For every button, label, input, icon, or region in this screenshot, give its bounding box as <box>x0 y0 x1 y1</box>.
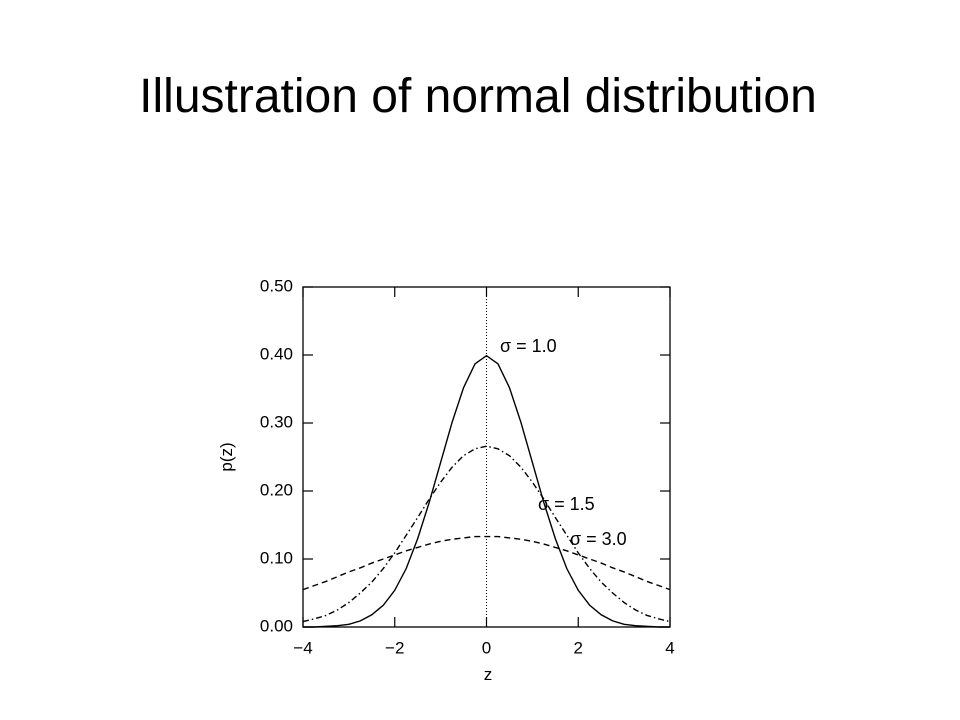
series-line <box>303 354 670 628</box>
y-tick-label: 0.20 <box>260 480 293 499</box>
y-tick-label: 0.40 <box>260 344 293 363</box>
x-tick-label: −4 <box>293 638 312 657</box>
x-tick-label: 4 <box>665 638 674 657</box>
x-tick-label: 0 <box>482 638 491 657</box>
series-line <box>302 535 671 591</box>
y-tick-label: 0.00 <box>260 616 293 635</box>
series-label: σ = 1.0 <box>500 336 557 356</box>
x-axis-label: z <box>484 665 493 684</box>
series-label: σ = 1.5 <box>538 494 595 514</box>
x-tick-label: 2 <box>574 638 583 657</box>
x-tick-label: −2 <box>385 638 404 657</box>
y-tick-label: 0.50 <box>260 276 293 295</box>
y-tick-label: 0.30 <box>260 412 293 431</box>
y-tick-label: 0.10 <box>260 548 293 567</box>
series-line <box>302 445 671 623</box>
slide-title: Illustration of normal distribution <box>139 70 817 123</box>
y-axis-label: p(z) <box>217 442 236 471</box>
series-label: σ = 3.0 <box>570 529 627 549</box>
